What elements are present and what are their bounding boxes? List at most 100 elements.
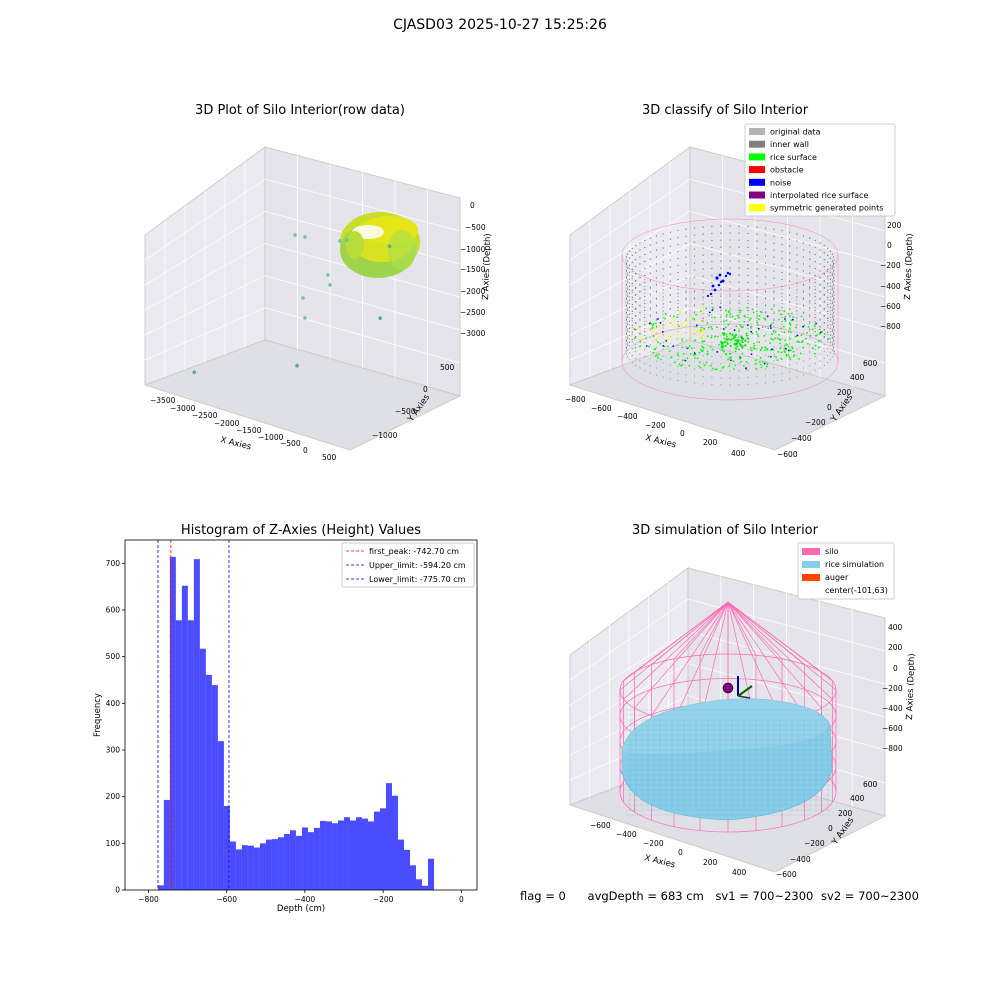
wall-point — [655, 326, 658, 328]
wall-point — [747, 348, 749, 351]
surface-point — [754, 363, 757, 365]
z-tick: −800 — [882, 744, 903, 753]
wall-point — [635, 336, 637, 338]
surface-point — [757, 327, 760, 330]
silo-roof-rib — [727, 601, 822, 709]
wall-point — [827, 289, 829, 291]
surface-point — [710, 364, 712, 367]
scatter-point — [303, 316, 307, 320]
surface-point — [742, 365, 745, 367]
wall-point — [809, 358, 811, 360]
wall-point — [831, 314, 834, 316]
wall-point — [764, 375, 767, 377]
surface-point — [713, 316, 716, 319]
histogram-bar — [385, 783, 392, 890]
wall-point — [685, 304, 687, 306]
histogram-bar — [235, 849, 242, 890]
wall-point — [628, 341, 631, 343]
wall-point — [677, 278, 679, 281]
x-tick: 400 — [731, 449, 746, 458]
surface-point — [775, 356, 777, 359]
silo-roof-rib — [623, 601, 729, 700]
wall-point — [738, 225, 740, 227]
wall-point — [625, 339, 627, 341]
wall-point — [693, 375, 696, 377]
scatter-point — [328, 283, 332, 287]
wall-point — [649, 321, 651, 323]
cls-y-ticks: −600 −400 −200 0 200 400 600 — [777, 359, 878, 459]
wall-point — [626, 302, 629, 304]
classify-3d-title: 3D classify of Silo Interior — [641, 103, 809, 118]
outlier-point — [192, 370, 197, 375]
wall-point — [831, 260, 834, 262]
legend-swatch — [749, 204, 765, 212]
wall-point — [823, 287, 825, 289]
wall-point — [635, 280, 637, 282]
wall-point — [626, 314, 629, 316]
wall-point — [827, 348, 829, 350]
wall-point — [625, 284, 627, 286]
wall-point — [738, 267, 740, 269]
wall-point — [628, 331, 631, 333]
wall-point — [639, 311, 641, 313]
wall-point — [781, 379, 783, 382]
wall-point — [831, 253, 834, 255]
wall-point — [756, 306, 758, 308]
histogram-bar — [428, 858, 435, 890]
flag-text: flag = 0 — [520, 889, 566, 903]
histogram-bar — [355, 817, 362, 890]
surface-point — [778, 318, 780, 321]
y-tick-label: 100 — [106, 839, 121, 848]
histogram-bar — [349, 820, 356, 890]
wall-point — [747, 232, 749, 235]
wall-point — [628, 313, 631, 315]
surface-point — [657, 318, 659, 320]
surface-point — [709, 345, 712, 348]
wall-point — [628, 352, 631, 354]
wall-point — [829, 359, 832, 361]
wall-point — [628, 282, 631, 284]
wall-point — [738, 281, 740, 283]
wall-point — [685, 311, 687, 313]
wall-point — [802, 291, 805, 293]
wall-point — [747, 292, 749, 295]
wall-point — [827, 355, 829, 357]
surface-point — [658, 324, 661, 327]
wall-point — [628, 338, 631, 340]
surface-point — [654, 355, 657, 358]
wall-point — [669, 259, 671, 261]
simulation-3d-title: 3D simulation of Silo Interior — [632, 523, 818, 538]
wall-point — [789, 364, 791, 366]
wall-point — [631, 362, 633, 364]
surface-point — [711, 348, 714, 351]
wall-point — [823, 245, 825, 247]
wall-point — [764, 312, 767, 314]
surface-point — [654, 338, 657, 341]
surface-point — [650, 322, 653, 325]
histogram-legend: first_peak: -742.70 cm Upper_limit: -594… — [341, 542, 475, 588]
wall-point — [814, 369, 816, 372]
wall-point — [814, 302, 816, 305]
surface-point — [700, 326, 703, 329]
surface-point — [734, 318, 736, 321]
wall-point — [789, 266, 791, 268]
wall-point — [809, 365, 811, 367]
wall-point — [773, 353, 775, 355]
wall-point — [677, 285, 679, 288]
surface-point — [700, 320, 702, 323]
wall-point — [625, 311, 627, 313]
surface-point — [753, 342, 755, 345]
surface-point — [756, 333, 759, 336]
wall-point — [829, 320, 832, 322]
wall-point — [802, 297, 805, 299]
z-tick: −600 — [882, 724, 903, 733]
surface-point — [725, 309, 727, 312]
surface-point — [780, 357, 783, 360]
wall-point — [662, 324, 664, 326]
wall-point — [625, 340, 627, 342]
surface-point — [766, 315, 769, 318]
wall-point — [756, 376, 758, 378]
wall-point — [764, 297, 767, 299]
histogram-bar — [319, 820, 326, 890]
surface-point — [739, 355, 741, 358]
